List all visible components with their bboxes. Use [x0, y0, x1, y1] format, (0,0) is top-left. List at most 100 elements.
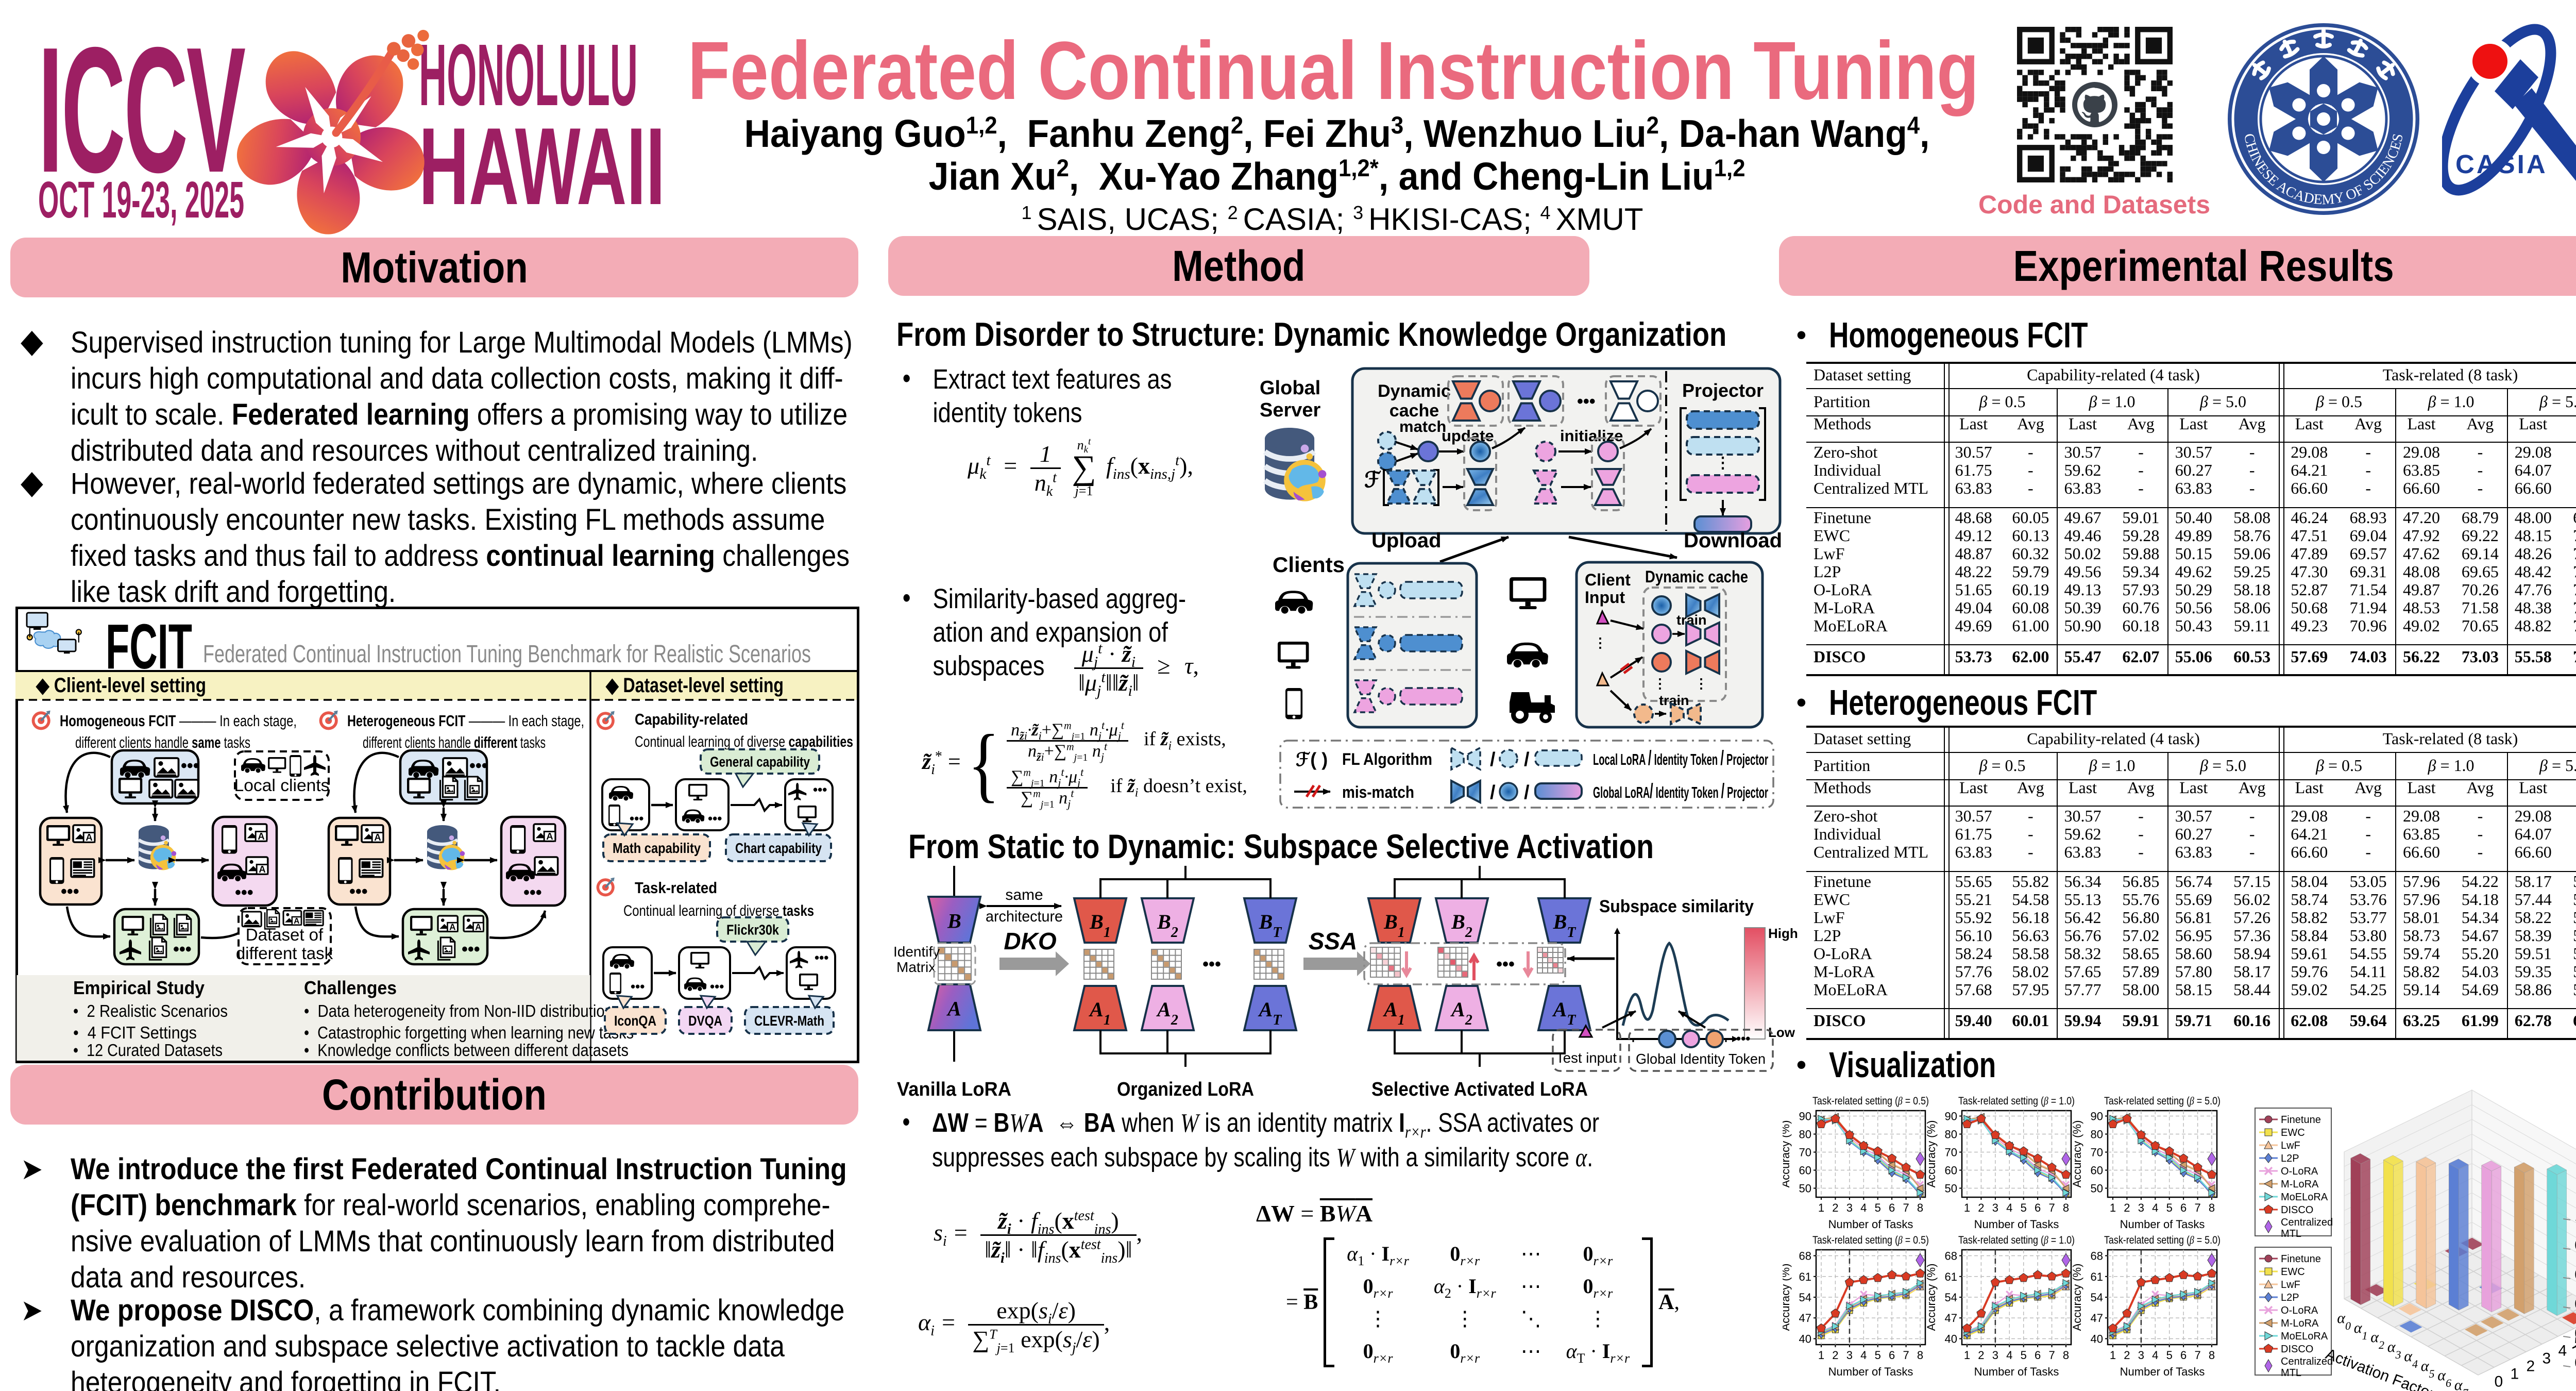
svg-text:2: 2	[1978, 1349, 1984, 1362]
svg-text:EWC: EWC	[2281, 1127, 2305, 1138]
svg-text:0.0: 0.0	[2574, 1354, 2576, 1371]
svg-text:7: 7	[2194, 1201, 2200, 1214]
svg-text:3: 3	[1846, 1201, 1853, 1214]
svg-text:/: /	[1524, 749, 1530, 770]
svg-text:different clients handle diffe: different clients handle different tasks	[363, 733, 546, 751]
svg-text:•••: •••	[815, 950, 828, 965]
svg-text:CASIA: CASIA	[2455, 149, 2548, 179]
svg-text:ℱ: ℱ	[1364, 467, 1381, 492]
svg-text:Low: Low	[1768, 1025, 1795, 1040]
svg-text:Selective Activated LoRA: Selective Activated LoRA	[1371, 1079, 1588, 1100]
svg-text:Centralized: Centralized	[2281, 1217, 2333, 1228]
svg-text:Server: Server	[1260, 399, 1321, 421]
svg-text:update: update	[1442, 427, 1494, 445]
svg-text:61: 61	[1799, 1270, 1811, 1283]
svg-text:7: 7	[1903, 1201, 1909, 1214]
svg-text:2: 2	[2527, 1358, 2535, 1375]
svg-text:DISCO: DISCO	[2281, 1204, 2313, 1216]
svg-text:Vanilla LoRA: Vanilla LoRA	[897, 1079, 1011, 1100]
svg-text:• 12 Curated Datasets: • 12 Curated Datasets	[73, 1041, 223, 1060]
svg-text:Clients: Clients	[1273, 552, 1345, 577]
svg-text:•••: •••	[462, 940, 480, 959]
svg-text:/: /	[1490, 782, 1496, 803]
svg-text:different clients handle same: different clients handle same tasks	[75, 733, 250, 751]
svg-text:90: 90	[2091, 1110, 2103, 1123]
svg-text:8: 8	[1917, 1201, 1923, 1214]
svg-text:47: 47	[1799, 1312, 1811, 1325]
svg-text:Subspace similarity: Subspace similarity	[1599, 897, 1754, 916]
svg-text:80: 80	[2091, 1128, 2103, 1141]
svg-text:•••: •••	[813, 782, 827, 797]
svg-text:3: 3	[2138, 1201, 2144, 1214]
svg-text:M-LoRA: M-LoRA	[2281, 1318, 2319, 1329]
svg-text:Dynamic cache: Dynamic cache	[1645, 567, 1748, 586]
svg-text:α3: α3	[2387, 1338, 2401, 1361]
svg-text:Finetune: Finetune	[2281, 1114, 2321, 1126]
svg-text:DKO: DKO	[1004, 928, 1056, 954]
svg-text:B: B	[947, 910, 961, 933]
svg-text:Global LoRA/ Identity Token /: Global LoRA/ Identity Token / Projector	[1593, 780, 1768, 802]
svg-text:Continual learning of diverse: Continual learning of diverse capabiliti…	[635, 733, 853, 750]
svg-text:4: 4	[2558, 1343, 2567, 1360]
svg-text:Federated Continual Instructio: Federated Continual Instruction Tuning B…	[203, 641, 811, 668]
svg-text:architecture: architecture	[986, 908, 1063, 925]
svg-text:Homogeneous FCIT ——— In each: Homogeneous FCIT ——— In each stage,	[60, 712, 297, 730]
svg-text:5: 5	[2574, 1335, 2576, 1352]
svg-text:5: 5	[2021, 1349, 2027, 1362]
svg-text:80: 80	[1945, 1128, 1957, 1141]
svg-text:EWC: EWC	[2281, 1266, 2305, 1278]
svg-text:MoELoRA: MoELoRA	[2281, 1331, 2328, 1342]
svg-text:68: 68	[2091, 1250, 2103, 1263]
svg-text:Finetune: Finetune	[2281, 1253, 2321, 1265]
svg-text:Activation Factor: Activation Factor	[2323, 1346, 2436, 1391]
svg-text:80: 80	[1799, 1128, 1811, 1141]
svg-text:Chart capability: Chart capability	[735, 840, 822, 856]
svg-text:7: 7	[2194, 1349, 2200, 1362]
svg-text:ℱ( ): ℱ( )	[1296, 749, 1328, 770]
svg-text:α2: α2	[2370, 1329, 2384, 1351]
svg-text:MTL: MTL	[2281, 1228, 2301, 1239]
svg-text:1: 1	[1818, 1349, 1824, 1362]
svg-text:90: 90	[1945, 1110, 1957, 1123]
svg-text:6: 6	[2035, 1349, 2041, 1362]
svg-text:4: 4	[1860, 1201, 1867, 1214]
svg-text:General capability: General capability	[710, 754, 810, 770]
svg-text:1: 1	[1964, 1201, 1970, 1214]
svg-text:5: 5	[2166, 1349, 2173, 1362]
svg-text:7: 7	[2048, 1201, 2055, 1214]
svg-text:Continual learning of diverse: Continual learning of diverse tasks	[623, 902, 814, 919]
svg-text:6: 6	[2035, 1201, 2041, 1214]
svg-text:2: 2	[1978, 1201, 1984, 1214]
svg-text:α4: α4	[2404, 1348, 2418, 1370]
svg-text:5: 5	[2021, 1201, 2027, 1214]
svg-text:Task-related setting (β = 1.0): Task-related setting (β = 1.0)	[1958, 1234, 2075, 1246]
svg-text:Matrix: Matrix	[896, 959, 936, 975]
svg-text:40: 40	[1799, 1333, 1811, 1346]
svg-text:• 2 Realistic Scenarios: • 2 Realistic Scenarios	[73, 1001, 228, 1020]
svg-text:0.6: 0.6	[2574, 1266, 2576, 1283]
svg-text:70: 70	[1799, 1146, 1811, 1159]
svg-text:Local clients: Local clients	[234, 776, 330, 795]
svg-text:Challenges: Challenges	[304, 977, 397, 998]
svg-text:4: 4	[2152, 1201, 2158, 1214]
svg-text:•••: •••	[1202, 954, 1221, 974]
svg-text:Accuracy (%): Accuracy (%)	[1925, 1120, 1938, 1188]
svg-text:DVQA: DVQA	[688, 1013, 722, 1029]
svg-text:7: 7	[2048, 1349, 2055, 1362]
svg-text:Math capability: Math capability	[613, 840, 701, 856]
svg-text:MoELoRA: MoELoRA	[2281, 1192, 2328, 1203]
svg-text:α6: α6	[2437, 1367, 2451, 1389]
svg-text:Accuracy (%): Accuracy (%)	[1783, 1264, 1792, 1331]
svg-text:Number of Tasks: Number of Tasks	[1828, 1218, 1913, 1231]
svg-text:4: 4	[2006, 1349, 2012, 1362]
svg-text:•••: •••	[181, 756, 199, 776]
svg-text:68: 68	[1945, 1250, 1957, 1263]
svg-text:⋮: ⋮	[1715, 455, 1731, 472]
svg-text:Empirical Study: Empirical Study	[73, 977, 205, 998]
svg-text:Test input: Test input	[1556, 1050, 1617, 1066]
svg-text:α1: α1	[2354, 1319, 2368, 1342]
svg-text:2: 2	[1832, 1349, 1838, 1362]
svg-text:A: A	[946, 997, 961, 1020]
svg-text:Local LoRA / Identity Token /: Local LoRA / Identity Token / Projector	[1593, 747, 1768, 769]
svg-text:Client: Client	[1585, 571, 1631, 589]
